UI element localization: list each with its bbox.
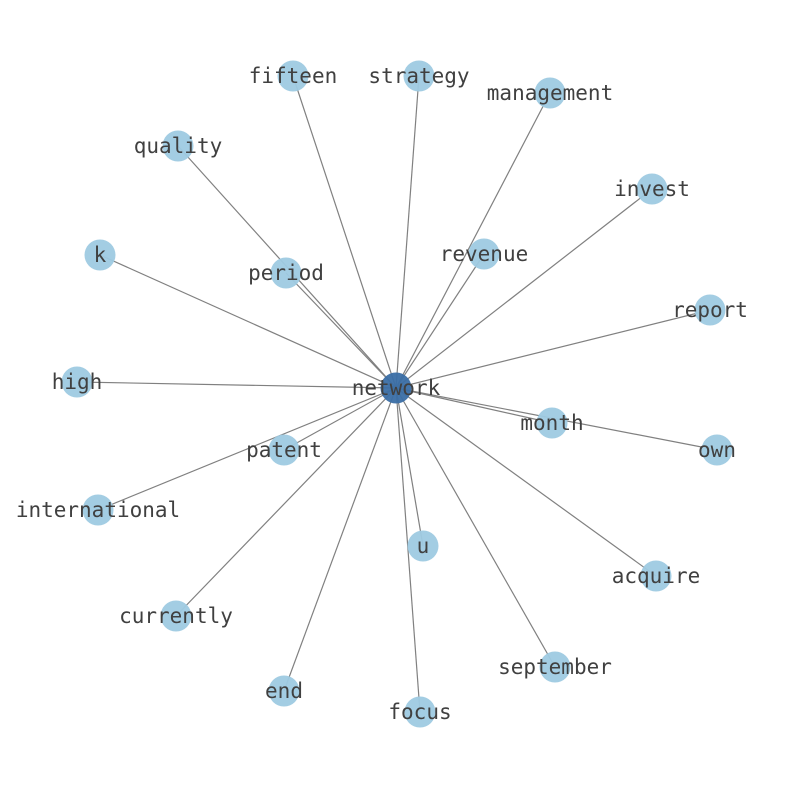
nodes [61, 60, 733, 728]
node-label-month: month [520, 411, 583, 435]
edge-network-currently [175, 387, 397, 617]
node-label-acquire: acquire [612, 564, 701, 588]
node-label-patent: patent [246, 438, 322, 462]
node-label-k: k [94, 243, 107, 267]
node-quality [162, 130, 194, 162]
node-label-network: network [352, 376, 441, 400]
node-u [407, 530, 439, 562]
edge-network-focus [395, 387, 421, 713]
node-label-quality: quality [134, 134, 223, 158]
node-own [701, 434, 733, 466]
edge-network-strategy [395, 75, 420, 389]
node-focus [404, 696, 436, 728]
edge-network-invest [395, 188, 653, 389]
edge-network-end [283, 387, 397, 692]
edge-network-international [97, 387, 397, 511]
edge-network-patent [283, 387, 397, 451]
edge-network-management [395, 92, 551, 389]
node-september [539, 651, 571, 683]
node-network [380, 372, 412, 404]
edge-network-fifteen [292, 75, 397, 389]
edge-network-revenue [395, 253, 485, 389]
node-end [268, 675, 300, 707]
node-label-u: u [417, 534, 430, 558]
edge-network-september [395, 387, 556, 668]
node-revenue [468, 238, 500, 270]
edge-network-u [395, 387, 424, 547]
node-label-revenue: revenue [440, 242, 529, 266]
edge-network-high [76, 381, 397, 389]
node-period [270, 257, 302, 289]
edge-network-k [99, 254, 397, 389]
node-currently [160, 600, 192, 632]
node-patent [268, 434, 300, 466]
edge-network-period [285, 272, 397, 389]
edge-network-report [395, 309, 711, 389]
labels: network fifteen strategy management quality i… [16, 64, 748, 724]
node-strategy [403, 60, 435, 92]
node-label-end: end [265, 679, 303, 703]
node-invest [636, 173, 668, 205]
node-label-management: management [487, 81, 613, 105]
node-label-high: high [52, 370, 103, 394]
node-k [84, 239, 116, 271]
node-fifteen [277, 60, 309, 92]
node-label-invest: invest [614, 177, 690, 201]
node-international [82, 494, 114, 526]
node-label-report: report [672, 298, 748, 322]
node-month [536, 407, 568, 439]
node-label-september: september [498, 655, 612, 679]
edge-network-month [395, 387, 553, 424]
node-label-international: international [16, 498, 180, 522]
node-acquire [640, 560, 672, 592]
node-report [694, 294, 726, 326]
node-label-strategy: strategy [368, 64, 469, 88]
node-label-fifteen: fifteen [249, 64, 338, 88]
edges [76, 75, 718, 713]
node-high [61, 366, 93, 398]
node-label-own: own [698, 438, 736, 462]
node-label-currently: currently [119, 604, 233, 628]
edge-network-acquire [395, 387, 657, 577]
node-label-focus: focus [388, 700, 451, 724]
node-management [534, 77, 566, 109]
node-label-period: period [248, 261, 324, 285]
